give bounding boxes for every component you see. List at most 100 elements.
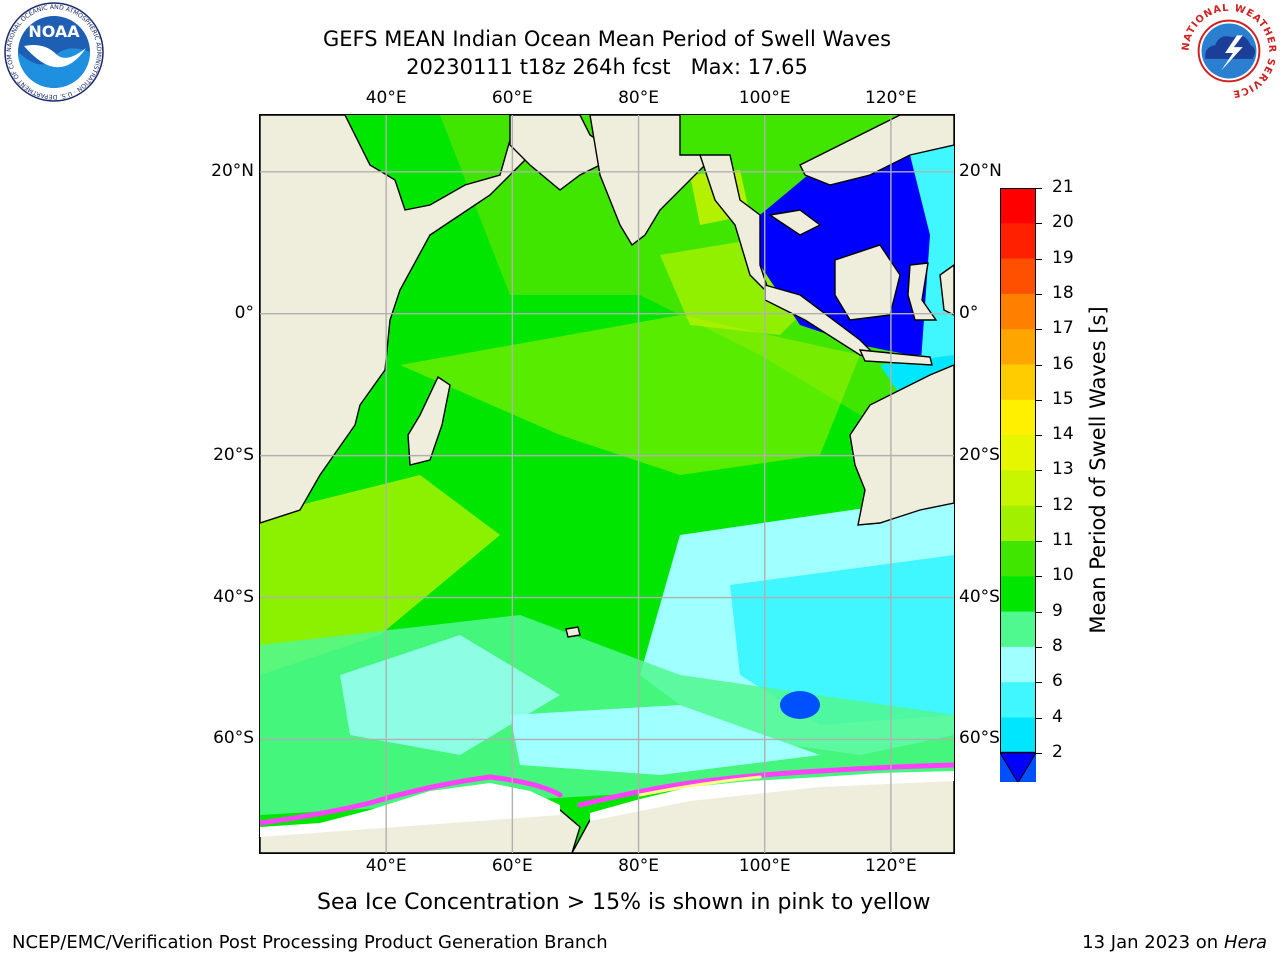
svg-text:NOAA: NOAA	[28, 22, 80, 41]
china-coast	[799, 114, 955, 186]
lat-tick-left-2: 20°S	[213, 444, 254, 465]
gridlines	[260, 115, 954, 853]
colorbar-bin-10	[1000, 399, 1036, 436]
lon-tick-bottom-2: 80°E	[618, 856, 659, 876]
colorbar-tick-14: 6	[1052, 671, 1063, 692]
colorbar-tick-mark-4	[1036, 329, 1042, 331]
lon-tick-top-3: 100°E	[738, 88, 791, 108]
colorbar-tick-3: 18	[1052, 282, 1074, 303]
footer-credit: NCEP/EMC/Verification Post Processing Pr…	[12, 932, 608, 953]
lon-tick-top-0: 40°E	[365, 88, 407, 108]
colorbar-tick-11: 10	[1052, 565, 1074, 586]
lon-tick-bottom-4: 120°E	[865, 856, 917, 876]
field-south-lightcyan	[340, 635, 560, 755]
map-panel	[257, 114, 957, 854]
lat-tick-left-4: 60°S	[213, 728, 254, 749]
colorbar-tick-mark-1	[1036, 223, 1042, 225]
colorbar-bin-1	[1000, 717, 1036, 754]
colorbar-tick-16: 2	[1052, 741, 1063, 762]
sea-ice-yellow	[638, 775, 762, 797]
colorbar-bin-15	[1000, 223, 1036, 260]
lat-tick-right-1: 0°	[959, 302, 979, 323]
swell-period-map	[257, 114, 957, 854]
india	[589, 114, 706, 247]
colorbar-tick-6: 15	[1052, 388, 1074, 409]
colorbar-bin-9	[1000, 435, 1036, 471]
lon-tick-top-2: 80°E	[618, 88, 659, 108]
noaa-logo: NATIONAL OCEANIC AND ATMOSPHERIC ADMINIS…	[4, 2, 104, 102]
peninsula	[768, 209, 822, 236]
footer-machine: Hera	[1223, 932, 1267, 953]
colorbar-tick-mark-5	[1036, 364, 1042, 366]
lon-tick-top-1: 60°E	[491, 88, 533, 108]
sea-ice-east	[577, 762, 957, 808]
java	[858, 349, 933, 366]
colorbar-tick-2: 19	[1052, 247, 1074, 268]
footer-date-text: 13 Jan 2023 on	[1082, 932, 1224, 953]
colorbar	[1000, 188, 1036, 782]
kerguelen	[565, 626, 581, 638]
colorbar-tick-1: 20	[1052, 212, 1074, 233]
lat-tick-right-0: 20°N	[959, 160, 1002, 181]
colorbar-tick-9: 12	[1052, 494, 1074, 515]
colorbar-bin-8	[1000, 470, 1036, 507]
map-border	[259, 114, 955, 854]
colorbar-bin-13	[1000, 293, 1036, 330]
colorbar-tick-mark-14	[1036, 682, 1042, 684]
sea-ice-caption: Sea Ice Concentration > 15% is shown in …	[317, 890, 931, 915]
colorbar-tick-15: 4	[1052, 706, 1063, 727]
lon-tick-top-4: 120°E	[865, 88, 917, 108]
colorbar-bin-6	[1000, 541, 1036, 577]
colorbar-tick-0: 21	[1052, 177, 1074, 197]
madagascar	[407, 375, 451, 466]
lat-tick-left-1: 0°	[234, 302, 254, 323]
africa	[259, 114, 526, 524]
footer-date: 13 Jan 2023 on Hera	[1082, 932, 1267, 953]
colorbar-tick-4: 17	[1052, 318, 1074, 339]
colorbar-bin-3	[1000, 646, 1036, 683]
lon-tick-bottom-0: 40°E	[365, 856, 407, 876]
chart-title: GEFS MEAN Indian Ocean Mean Period of Sw…	[322, 27, 892, 51]
colorbar-bin-12	[1000, 329, 1036, 365]
colorbar-outline	[1000, 188, 1036, 753]
borneo	[834, 244, 901, 321]
colorbar-bin-4	[1000, 611, 1036, 648]
lat-tick-right-2: 20°S	[959, 444, 1000, 465]
colorbar-tick-mark-9	[1036, 505, 1042, 507]
colorbar-tick-13: 8	[1052, 635, 1063, 656]
lon-tick-bottom-1: 60°E	[491, 856, 533, 876]
colorbar-tick-mark-15	[1036, 717, 1042, 719]
field-pacific-cyan	[900, 115, 954, 385]
colorbar-tick-mark-2	[1036, 258, 1042, 260]
colorbar-tick-mark-16	[1036, 752, 1042, 754]
colorbar-bin-11	[1000, 364, 1036, 401]
colorbar-bin-14	[1000, 258, 1036, 295]
lat-tick-left-3: 40°S	[213, 586, 254, 607]
australia	[849, 363, 955, 526]
colorbar-tick-mark-0	[1036, 188, 1042, 189]
field-central-yellowgreen	[400, 315, 860, 475]
colorbar-tick-mark-8	[1036, 470, 1042, 472]
lat-tick-right-4: 60°S	[959, 728, 1000, 749]
colorbar-tick-mark-13	[1036, 646, 1042, 648]
colorbar-tick-8: 13	[1052, 459, 1074, 480]
colorbar-tick-5: 16	[1052, 353, 1074, 374]
colorbar-tick-mark-7	[1036, 435, 1042, 437]
sea-ice-band	[257, 762, 957, 826]
colorbar-bin-2	[1000, 682, 1036, 718]
colorbar-tick-mark-6	[1036, 399, 1042, 401]
field-low-period-spot	[780, 691, 820, 719]
colorbar-label: Mean Period of Swell Waves [s]	[1086, 306, 1110, 634]
colorbar-bin-16	[1000, 188, 1036, 224]
colorbar-tick-7: 14	[1052, 424, 1074, 445]
colorbar-bin-5	[1000, 576, 1036, 613]
chart-subtitle: 20230111 t18z 264h fcst Max: 17.65	[406, 55, 808, 79]
lon-tick-bottom-3: 100°E	[738, 856, 791, 876]
lat-tick-right-3: 40°S	[959, 586, 1000, 607]
colorbar-bin-7	[1000, 505, 1036, 542]
ice-shelf	[260, 771, 954, 837]
colorbar-tick-mark-3	[1036, 293, 1042, 295]
sea-ice-west	[257, 774, 563, 826]
colorbar-tick-mark-10	[1036, 541, 1042, 542]
colorbar-tick-mark-12	[1036, 611, 1042, 613]
